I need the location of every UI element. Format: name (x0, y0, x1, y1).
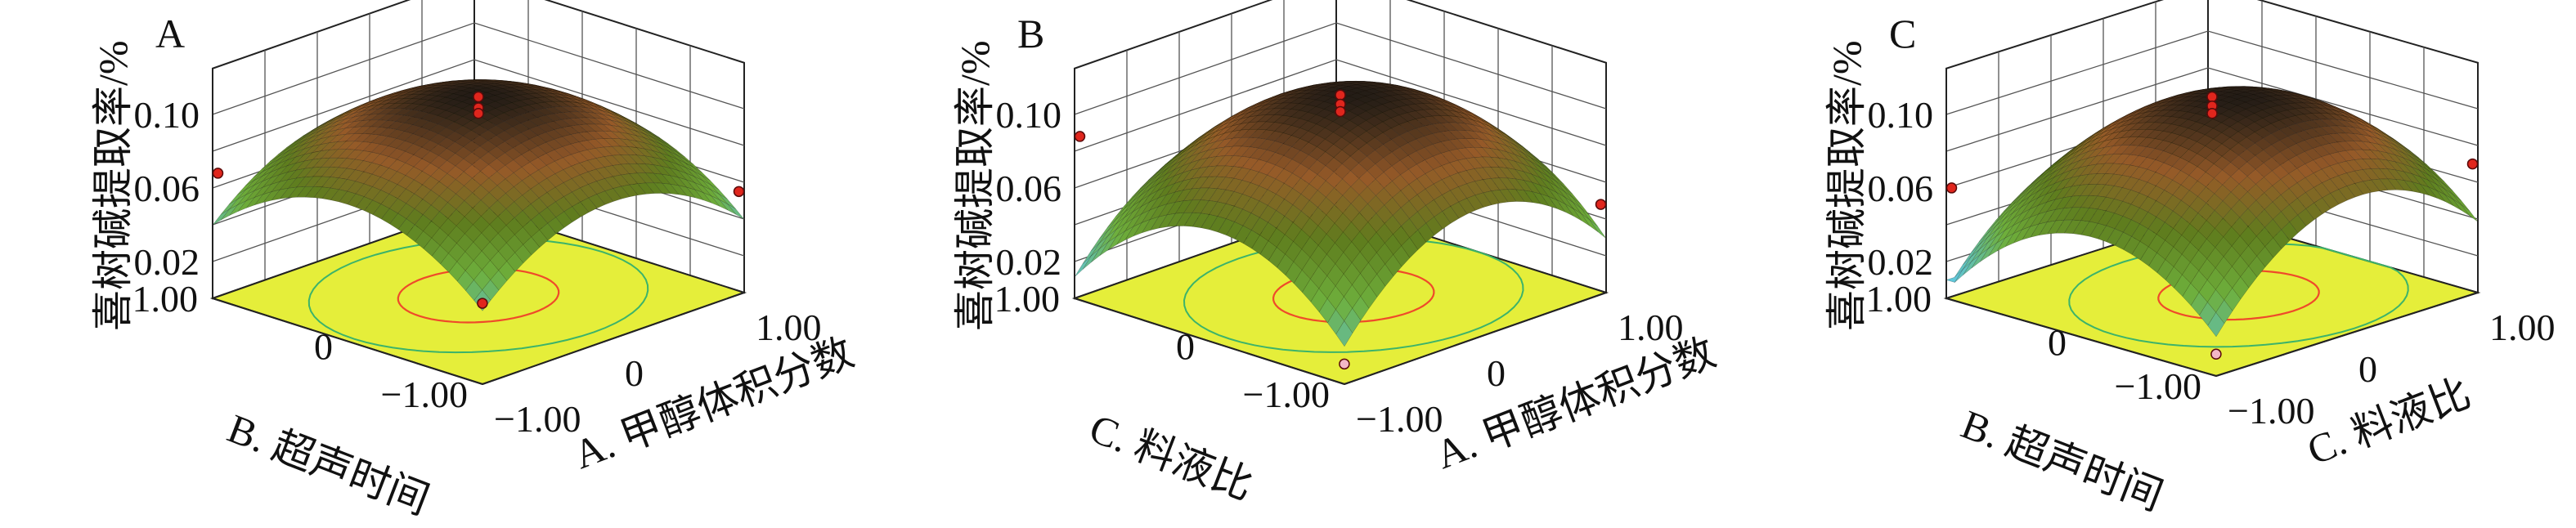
design-point-marker (733, 186, 745, 198)
z-axis-title: 喜树碱提取率/% (90, 40, 136, 331)
panel-letter: B (1017, 11, 1044, 56)
x-axis-title: A. 甲醇体积分数 (1429, 329, 1721, 478)
z-tick-label: 0.02 (134, 241, 200, 283)
y-tick-label: 0 (1176, 326, 1195, 368)
y-tick-label: 0 (314, 326, 333, 368)
z-tick-label: 0.02 (996, 241, 1062, 283)
x-tick-label: −1.00 (494, 398, 581, 440)
design-point-marker (1339, 358, 1350, 370)
axis-frame (1945, 68, 2479, 377)
x-tick-label: −1.00 (2228, 390, 2314, 432)
z-axis-title: 喜树碱提取率/% (952, 40, 998, 331)
design-point-marker (2206, 91, 2218, 103)
x-tick-label: 0 (1487, 352, 1506, 394)
y-tick-label: 0 (2048, 322, 2067, 364)
response-surface (212, 79, 745, 311)
z-tick-label: 0.10 (996, 94, 1062, 136)
z-tick-label: 0.10 (1868, 94, 1934, 136)
design-point-marker (212, 168, 224, 179)
y-axis-title: B. 超声时间 (1955, 400, 2169, 519)
design-point-marker (1595, 199, 1607, 210)
axis-frame (1074, 68, 1607, 385)
design-point-marker (2210, 348, 2222, 360)
x-axis-title: C. 料液比 (2301, 369, 2477, 473)
panel-b: 0.02 0.06 0.10 1.00 0 −1.00 −1.00 0 1.00 C. 料液比 A.… (859, 0, 1721, 528)
y-tick-label: −1.00 (381, 374, 468, 415)
z-tick-label: 0.06 (996, 168, 1062, 209)
y-tick-label: 1.00 (994, 278, 1061, 320)
x-tick-label: 1.00 (2489, 307, 2556, 348)
design-points (1074, 89, 1607, 370)
response-surface-plot: 0.02 0.06 0.10 1.00 0 −1.00 −1.00 0 1.00 C. 料液比 A.… (952, 0, 1721, 508)
panel-a: 0.02 0.06 0.10 1.00 0 −1.00 −1.00 0 1.00 B. 超声时间 A… (0, 0, 859, 528)
z-tick-label: 0.06 (134, 168, 200, 209)
design-point-marker (1945, 182, 1958, 194)
x-tick-label: 0 (2358, 348, 2377, 390)
design-point-marker (2466, 158, 2479, 170)
design-point-marker (1335, 89, 1346, 101)
design-point-marker (2206, 108, 2218, 119)
x-tick-label: 1.00 (756, 307, 822, 348)
design-point-marker (473, 91, 484, 103)
y-axis-title: B. 超声时间 (222, 405, 435, 523)
design-point-marker (1335, 105, 1346, 118)
x-axis-title: A. 甲醇体积分数 (568, 329, 859, 478)
design-point-marker (473, 108, 484, 119)
design-points (1945, 91, 2479, 360)
panel-c: 0.02 0.06 0.10 1.00 0 −1.00 −1.00 0 1.00 B. 超声时间 C… (1717, 0, 2576, 528)
response-surface (1074, 80, 1607, 347)
panel-letter: A (155, 11, 185, 56)
response-surface-plot: 0.02 0.06 0.10 1.00 0 −1.00 −1.00 0 1.00 B. 超声时间 C… (1824, 0, 2556, 519)
y-tick-label: 1.00 (132, 278, 199, 320)
y-tick-label: −1.00 (2115, 365, 2201, 407)
z-tick-label: 0.06 (1868, 168, 1934, 209)
design-point-marker (477, 298, 488, 309)
z-tick-label: 0.10 (134, 94, 200, 136)
x-tick-label: −1.00 (1356, 398, 1443, 440)
design-points (212, 91, 745, 309)
panel-letter: C (1889, 11, 1916, 56)
axis-frame (212, 68, 745, 385)
y-axis-title: C. 料液比 (1084, 405, 1259, 508)
y-tick-label: 1.00 (1866, 278, 1932, 320)
design-point-marker (1074, 131, 1086, 142)
y-tick-label: −1.00 (1243, 374, 1330, 415)
z-tick-label: 0.02 (1868, 241, 1934, 283)
x-tick-label: 0 (625, 352, 644, 394)
z-axis-title: 喜树碱提取率/% (1824, 40, 1869, 331)
x-tick-label: 1.00 (1618, 307, 1684, 348)
response-surface-plot: 0.02 0.06 0.10 1.00 0 −1.00 −1.00 0 1.00 B. 超声时间 A… (90, 0, 859, 523)
